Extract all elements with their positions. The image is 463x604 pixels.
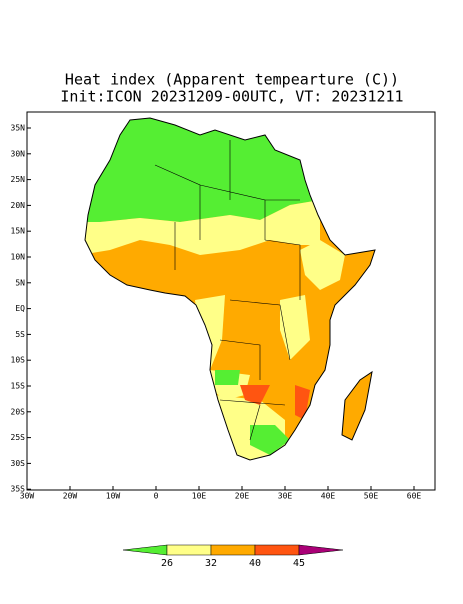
title: Heat index (Apparent tempearture (C)) — [65, 71, 399, 89]
lat-label: 25N — [11, 175, 26, 184]
borders — [154, 140, 301, 441]
lat-label: 35N — [11, 124, 26, 133]
colorbar-label: 45 — [293, 558, 305, 569]
colorbar-arrow — [298, 544, 344, 556]
lat-label: 30S — [11, 459, 26, 468]
lat-label: 25S — [11, 433, 26, 442]
lon-label: 30E — [278, 492, 293, 501]
lat-label: 15S — [11, 382, 26, 391]
lat-label: 10N — [11, 253, 26, 262]
lon-label: 0 — [154, 492, 159, 501]
lon-label: 30W — [20, 492, 35, 501]
lon-label: 50E — [364, 492, 379, 501]
lat-label: 10S — [11, 356, 26, 365]
lat-label: 15N — [11, 227, 26, 236]
lon-label: 40E — [321, 492, 336, 501]
colorbar-box — [210, 544, 256, 556]
colorbar-label: 40 — [249, 558, 261, 569]
lat-label: 35S — [11, 485, 26, 494]
lon-label: 10W — [106, 492, 121, 501]
colorbar-label: 26 — [161, 558, 173, 569]
lat-label: EQ — [15, 304, 25, 313]
colorbar-label: 32 — [205, 558, 217, 569]
lon-label: 60E — [407, 492, 422, 501]
lat-label: 5N — [15, 278, 25, 287]
lat-label: 30N — [11, 149, 26, 158]
colorbar-box — [166, 544, 212, 556]
lat-label: 20S — [11, 407, 26, 416]
lon-label: 20E — [235, 492, 250, 501]
colorbar-arrow — [122, 544, 168, 556]
lat-label: 20N — [11, 201, 26, 210]
colorbar-box — [254, 544, 300, 556]
subtitle: Init:ICON 20231209-00UTC, VT: 20231211 — [60, 88, 403, 106]
lon-label: 20W — [63, 492, 78, 501]
coastline — [84, 117, 376, 461]
lat-label: 5S — [15, 330, 25, 339]
lon-label: 10E — [192, 492, 207, 501]
